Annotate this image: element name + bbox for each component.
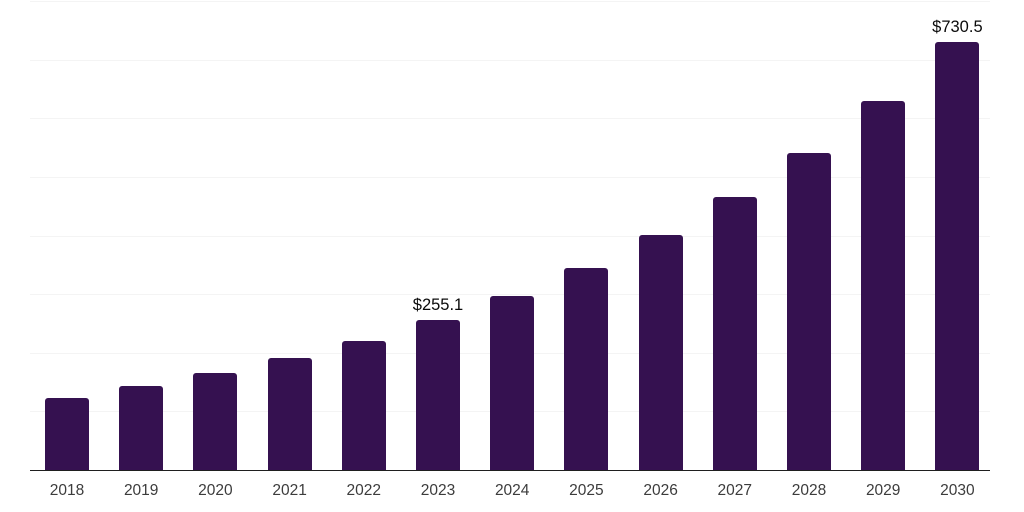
x-tick-label-2025: 2025 [569,482,604,499]
gridline-400 [29,235,990,237]
x-tick-label-2024: 2024 [494,482,530,499]
gridline-800 [29,0,990,2]
gridline-700 [29,59,990,61]
bar-2028 [787,152,831,470]
bar-2024 [490,296,535,470]
gridline-600 [29,118,990,120]
value-label-2023: $255.1 [412,296,464,315]
bar-2021 [267,358,312,470]
x-tick-label-2023: 2023 [420,482,456,499]
bar-2025 [564,267,609,470]
x-tick-label-2019: 2019 [123,482,159,499]
bar-2029 [861,101,906,470]
x-tick-label-2027: 2027 [717,482,753,499]
bar-2019 [119,386,164,470]
gridline-300 [29,294,990,296]
x-tick-label-2020: 2020 [198,482,233,499]
bar-2022 [341,341,386,470]
value-label-2030: $730.5 [932,17,983,36]
x-tick-label-2021: 2021 [272,482,307,499]
x-tick-label-2028: 2028 [791,482,827,499]
x-tick-label-2022: 2022 [346,482,382,499]
x-tick-label-2018: 2018 [49,482,85,499]
gridline-500 [29,176,990,178]
bar-2018 [45,397,89,470]
bar-2027 [712,197,757,470]
bar-2023 [416,320,460,470]
bar-2020 [193,373,238,470]
x-tick-label-2029: 2029 [865,482,901,499]
bar-2026 [638,235,683,470]
bar-2030 [935,41,980,470]
x-tick-label-2026: 2026 [643,482,678,499]
x-tick-label-2030: 2030 [940,482,975,499]
